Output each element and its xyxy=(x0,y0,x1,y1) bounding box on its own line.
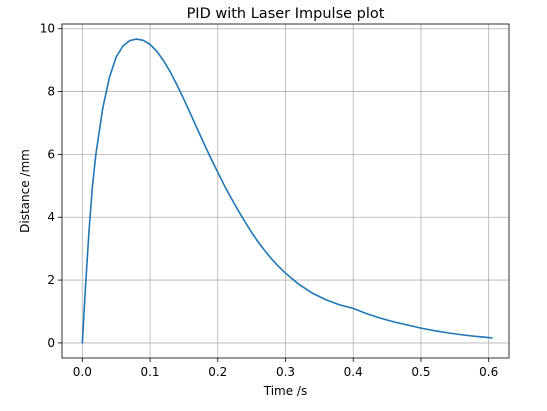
y-axis-title: Distance /mm xyxy=(18,149,32,233)
chart-title: PID with Laser Impulse plot xyxy=(187,6,385,22)
x-tick-label: 0.2 xyxy=(208,365,227,379)
y-tick-label: 0 xyxy=(47,336,55,350)
x-tick-label: 0.1 xyxy=(140,365,159,379)
y-tick-label: 8 xyxy=(47,85,55,99)
x-tick-label: 0.4 xyxy=(344,365,363,379)
x-axis-title: Time /s xyxy=(263,384,307,398)
series-line-distance xyxy=(81,38,493,344)
x-tick-label: 0.5 xyxy=(411,365,430,379)
x-axis: 0.0 0.1 0.2 0.3 0.4 0.5 0.6 xyxy=(73,358,498,379)
y-tick-label: 6 xyxy=(47,147,55,161)
x-tick-label: 0.3 xyxy=(276,365,295,379)
y-axis: 0 2 4 6 8 10 xyxy=(40,22,62,350)
x-tick-label: 0.6 xyxy=(479,365,498,379)
grid xyxy=(62,24,509,358)
y-tick-label: 2 xyxy=(47,273,55,287)
x-tick-label: 0.0 xyxy=(73,365,92,379)
y-tick-label: 4 xyxy=(47,210,55,224)
y-tick-label: 10 xyxy=(40,22,55,36)
